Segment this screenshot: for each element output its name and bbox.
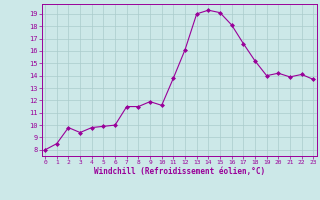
X-axis label: Windchill (Refroidissement éolien,°C): Windchill (Refroidissement éolien,°C) bbox=[94, 167, 265, 176]
